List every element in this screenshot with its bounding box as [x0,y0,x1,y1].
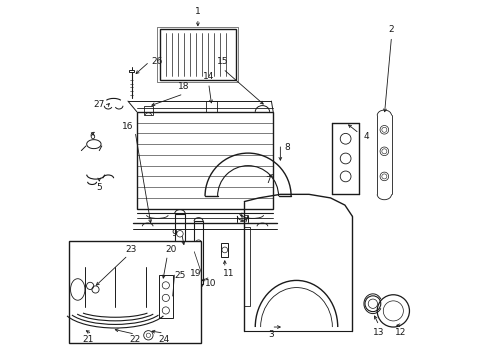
Text: 11: 11 [222,269,234,278]
Text: 21: 21 [82,335,94,344]
Text: 16: 16 [122,122,133,131]
Text: 13: 13 [372,328,384,337]
Text: 15: 15 [217,57,228,66]
Text: 22: 22 [129,335,141,344]
Text: 17: 17 [238,215,250,224]
Text: 26: 26 [151,57,162,66]
Text: 20: 20 [165,246,176,255]
Bar [157,27,238,82]
Bar [129,69,134,72]
Text: 25: 25 [174,270,185,279]
Bar [194,221,203,284]
Text: 4: 4 [363,132,368,141]
Text: 14: 14 [203,72,214,81]
Text: 8: 8 [284,143,290,152]
Bar [221,243,228,257]
Text: 5: 5 [96,183,102,192]
Text: 23: 23 [125,246,137,255]
Text: 7: 7 [264,176,270,185]
Text: 18: 18 [178,82,189,91]
Text: 6: 6 [89,132,95,141]
Text: 27: 27 [93,100,105,109]
Text: 10: 10 [204,279,216,288]
Text: 19: 19 [190,269,202,278]
Text: 24: 24 [158,335,169,344]
Text: 9: 9 [171,229,177,238]
Bar [69,241,201,343]
Bar [159,275,172,318]
Bar [244,226,249,306]
Text: 2: 2 [388,25,393,34]
Bar [137,112,273,209]
Bar [206,101,217,112]
Bar [174,214,185,282]
Bar [144,107,153,116]
Text: 1: 1 [195,7,201,16]
Bar [160,30,235,80]
Text: 3: 3 [268,330,274,339]
Text: 12: 12 [394,328,406,337]
